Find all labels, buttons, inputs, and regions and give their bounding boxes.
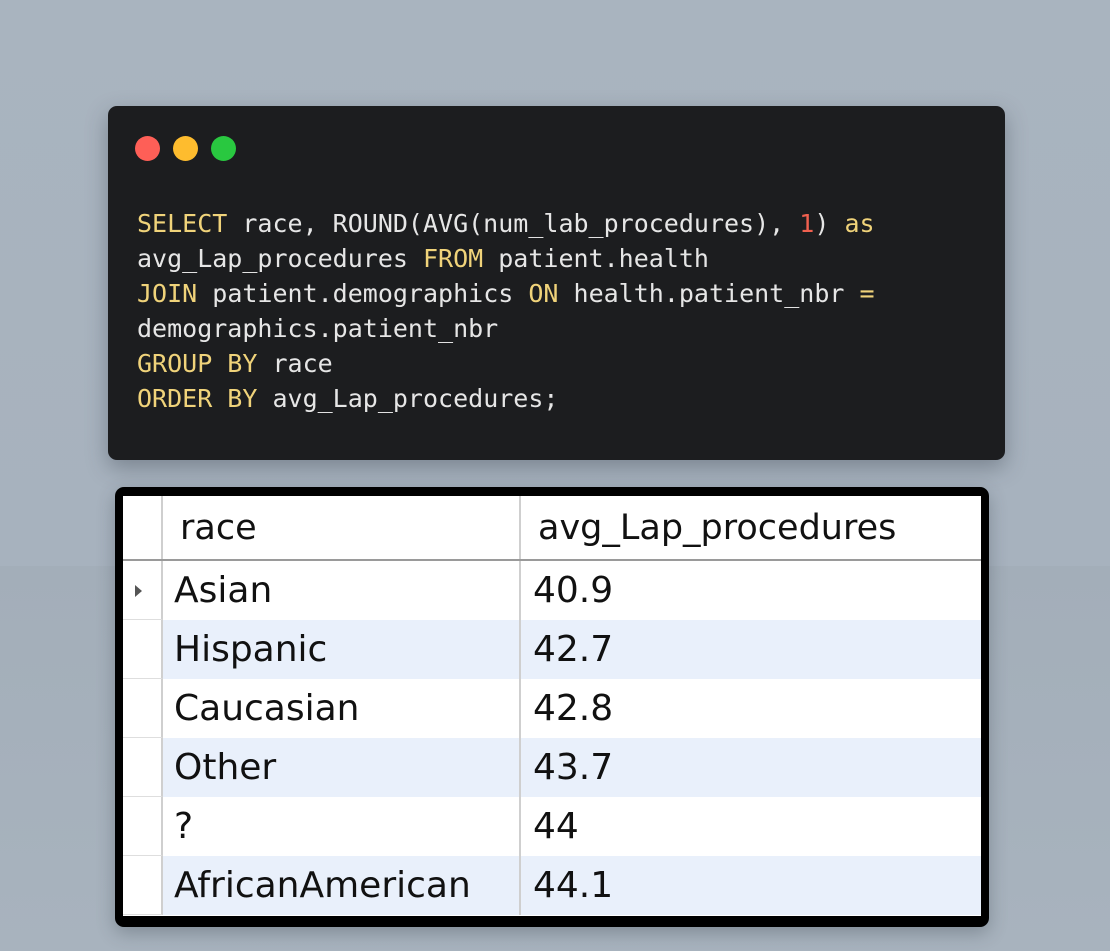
sql-keyword: ORDER BY	[137, 384, 258, 413]
cell-avg-lap-procedures[interactable]: 42.8	[533, 688, 614, 729]
row-selector[interactable]	[123, 679, 163, 738]
sql-text: patient.demographics	[197, 279, 529, 308]
cell-avg-lap-procedures[interactable]: 42.7	[533, 629, 614, 670]
result-grid: race avg_Lap_procedures Asian 40.9 Hispani…	[123, 496, 981, 916]
cell-race[interactable]: Hispanic	[163, 620, 521, 679]
sql-keyword: as	[844, 209, 875, 238]
table-row[interactable]: Other 43.7	[123, 738, 981, 797]
sql-code-block: SELECT race, ROUND(AVG(num_lab_procedure…	[137, 206, 875, 416]
sql-keyword: FROM	[422, 244, 484, 273]
cell-race[interactable]: ?	[163, 797, 521, 856]
table-row[interactable]: Hispanic 42.7	[123, 620, 981, 679]
sql-keyword: GROUP BY	[137, 349, 258, 378]
row-selector[interactable]	[123, 620, 163, 679]
sql-keyword: =	[859, 279, 875, 308]
current-row-pointer-icon	[135, 585, 142, 597]
sql-text: race, ROUND(AVG(num_lab_procedures),	[227, 209, 800, 238]
cell-avg-lap-procedures[interactable]: 43.7	[533, 747, 614, 788]
sql-text: )	[814, 209, 845, 238]
code-line: JOIN patient.demographics ON health.pati…	[137, 276, 875, 311]
table-row[interactable]: Caucasian 42.8	[123, 679, 981, 738]
column-header-avg-lap-procedures[interactable]: avg_Lap_procedures	[538, 507, 897, 548]
sql-keyword: ON	[528, 279, 559, 308]
maximize-dot-icon[interactable]	[211, 136, 236, 161]
cell-avg-lap-procedures[interactable]: 44.1	[533, 865, 614, 906]
code-line: demographics.patient_nbr	[137, 311, 875, 346]
cell-avg-lap-procedures[interactable]: 40.9	[533, 570, 614, 611]
code-line: ORDER BY avg_Lap_procedures;	[137, 381, 875, 416]
cell-race[interactable]: Other	[163, 738, 521, 797]
close-dot-icon[interactable]	[135, 136, 160, 161]
code-line: SELECT race, ROUND(AVG(num_lab_procedure…	[137, 206, 875, 241]
sql-number: 1	[799, 209, 815, 238]
result-grid-frame: race avg_Lap_procedures Asian 40.9 Hispani…	[115, 487, 989, 927]
sql-keyword: SELECT	[137, 209, 228, 238]
sql-text: patient.health	[483, 244, 709, 273]
grid-header-row: race avg_Lap_procedures	[123, 496, 981, 561]
row-selector[interactable]	[123, 561, 163, 620]
cell-race[interactable]: AfricanAmerican	[163, 856, 521, 915]
row-selector[interactable]	[123, 797, 163, 856]
sql-keyword: JOIN	[137, 279, 198, 308]
code-line: avg_Lap_procedures FROM patient.health	[137, 241, 875, 276]
window-controls	[135, 136, 236, 161]
cell-avg-lap-procedures[interactable]: 44	[533, 806, 579, 847]
table-row[interactable]: ? 44	[123, 797, 981, 856]
row-header-corner	[123, 496, 163, 559]
column-header-race[interactable]: race	[163, 496, 521, 559]
table-row[interactable]: Asian 40.9	[123, 561, 981, 620]
row-selector[interactable]	[123, 856, 163, 915]
sql-text: demographics.patient_nbr	[137, 314, 499, 343]
cell-race[interactable]: Asian	[163, 561, 521, 620]
code-line: GROUP BY race	[137, 346, 875, 381]
sql-text: avg_Lap_procedures	[137, 244, 423, 273]
sql-text: race	[257, 349, 333, 378]
minimize-dot-icon[interactable]	[173, 136, 198, 161]
cell-race[interactable]: Caucasian	[163, 679, 521, 738]
row-selector[interactable]	[123, 738, 163, 797]
table-row[interactable]: AfricanAmerican 44.1	[123, 856, 981, 915]
sql-text: avg_Lap_procedures;	[257, 384, 559, 413]
sql-text: health.patient_nbr	[558, 279, 860, 308]
code-window: SELECT race, ROUND(AVG(num_lab_procedure…	[108, 106, 1005, 460]
